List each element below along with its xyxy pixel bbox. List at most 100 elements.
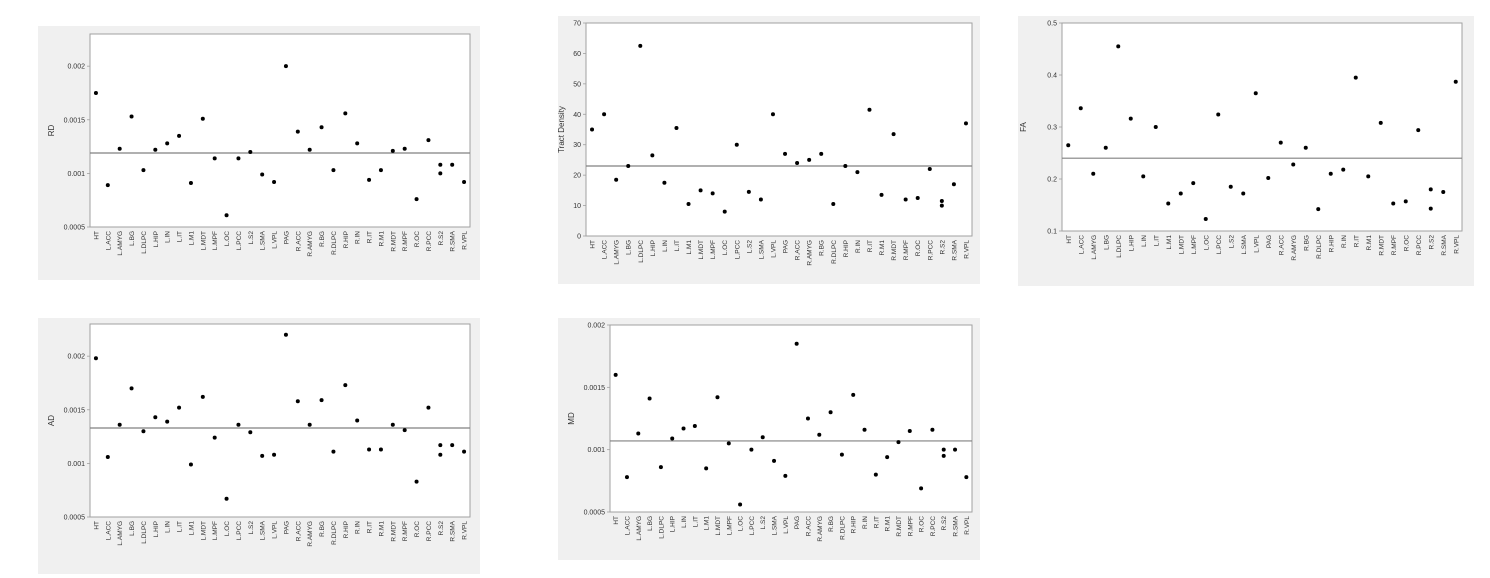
fa-x-tick-label: L.IT [1153, 235, 1160, 246]
tract-density-x-tick-label: R.MPF [903, 240, 910, 260]
ad-data-point [260, 453, 265, 458]
tract-density-data-point [891, 132, 896, 137]
tract-density-data-point [795, 160, 800, 165]
rd-data-point [272, 179, 277, 184]
ad-data-point [272, 452, 277, 457]
tract-density-data-point [686, 202, 691, 207]
tract-density-x-tick-label: L.PCC [734, 240, 741, 259]
md-x-tick-label: R.M1 [885, 516, 892, 532]
tract-density-data-point [674, 125, 679, 130]
ad-x-tick-label: L.DLPC [141, 521, 148, 544]
md-data-point [907, 428, 912, 433]
tract-density-x-tick-label: R.IT [867, 240, 874, 252]
md-data-point [670, 436, 675, 441]
tract-density-x-tick-label: R.MDT [891, 240, 898, 261]
ad-data-point [177, 405, 182, 410]
fa-data-point [1191, 181, 1196, 186]
tract-density-data-point [819, 151, 824, 156]
tract-density-data-point [879, 192, 884, 197]
ad-data-point [117, 422, 122, 427]
tract-density-data-point [758, 197, 763, 202]
ad-data-point [105, 454, 110, 459]
rd-data-point [129, 114, 134, 119]
md-x-tick-label: R.IN [862, 516, 869, 529]
rd-x-tick-label: L.MDT [200, 231, 207, 251]
ad-data-point [165, 419, 170, 424]
tract-density-data-point [927, 167, 932, 172]
rd-x-tick-label: R.DLPC [331, 231, 338, 255]
md-x-tick-label: R.HIP [851, 516, 858, 533]
tract-density-x-tick-label: R.OC [915, 240, 922, 257]
fa-x-tick-label: L.VPL [1253, 235, 1260, 253]
ad-x-tick-label: R.BG [319, 521, 326, 537]
ad-x-tick-label: PAG [283, 521, 290, 534]
rd-x-tick-label: L.S2 [248, 231, 255, 245]
ad-data-point [343, 383, 348, 388]
md-data-point [704, 466, 709, 471]
tract-density-x-tick-label: L.BG [626, 240, 633, 255]
ad-plot-area [89, 323, 471, 518]
ad-x-tick-label: R.OC [414, 521, 421, 538]
tract-density-x-tick-label: R.SMA [951, 239, 958, 260]
tract-density-x-tick-label: L.ACC [602, 240, 609, 259]
tract-density-plot-area [585, 22, 973, 237]
fa-data-point [1153, 125, 1158, 129]
tract-density-x-tick-label: R.VPL [963, 240, 970, 259]
ad-x-tick-label: L.S2 [248, 521, 255, 535]
ad-data-point [331, 449, 336, 454]
md-x-tick-label: PAG [794, 516, 801, 529]
tract-density-data-point [783, 151, 788, 156]
md-x-tick-label: L.MPF [726, 516, 733, 535]
tract-density-x-tick-label: R.M1 [879, 240, 886, 256]
ad-x-tick-label: R.MDT [390, 521, 397, 542]
rd-y-tick-label: 0.0015 [64, 117, 86, 124]
fa-x-tick-label: L.SMA [1241, 234, 1248, 254]
fa-x-tick-label: R.HIP [1328, 235, 1335, 252]
md-x-tick-label: R.DLPC [839, 516, 846, 540]
md-data-point [896, 440, 901, 445]
rd-data-point [153, 147, 158, 152]
tract-density-data-point [867, 107, 872, 112]
tract-density-chart-panel: 0 10 20 30 40 50 60 70 Tract Density HT L.ACC L.AMY… [557, 16, 980, 284]
fa-x-tick-label: L.OC [1203, 235, 1210, 250]
md-x-tick-label: R.IT [873, 516, 880, 528]
tract-density-x-tick-label: R.ACC [795, 240, 802, 261]
md-x-tick-label: R.PCC [930, 516, 937, 537]
md-x-tick-label: R.OC [919, 516, 926, 533]
rd-x-tick-label: R.ACC [295, 231, 302, 252]
rd-x-tick-label: L.OC [224, 231, 231, 246]
fa-x-tick-label: R.S2 [1428, 235, 1435, 250]
fa-y-tick-label: 0.4 [1047, 73, 1057, 80]
md-data-point [749, 447, 754, 452]
ad-x-tick-label: R.M1 [378, 521, 385, 537]
rd-data-point [355, 141, 360, 146]
fa-x-tick-label: R.MDT [1378, 235, 1385, 256]
md-x-tick-label: R.SMA [953, 515, 960, 536]
tract-density-y-tick-label: 50 [573, 81, 581, 88]
fa-y-tick-label: 0.5 [1047, 21, 1057, 28]
rd-x-tick-label: L.SMA [260, 230, 267, 250]
fa-data-point [1166, 201, 1171, 206]
ad-x-tick-label: R.HIP [343, 521, 350, 538]
fa-data-point [1116, 44, 1121, 49]
ad-x-tick-label: L.BG [129, 521, 136, 536]
ad-chart-panel: 0.0005 0.001 0.0015 0.002 AD HT L.ACC L.AMYG L.B… [38, 318, 480, 574]
fa-x-tick-label: L.HIP [1128, 235, 1135, 251]
ad-x-tick-label: R.SMA [450, 520, 457, 541]
md-data-point [715, 395, 720, 400]
fa-data-point [1391, 201, 1396, 206]
fa-x-tick-label: L.ACC [1078, 235, 1085, 254]
ad-x-tick-label: R.IN [355, 521, 362, 534]
tract-density-x-tick-label: L.HIP [650, 240, 657, 256]
rd-data-point [188, 181, 193, 186]
fa-x-tick-label: R.SMA [1441, 234, 1448, 255]
md-x-tick-label: R.AMYG [817, 516, 824, 542]
rd-data-point [105, 183, 110, 188]
md-data-point [941, 447, 946, 452]
fa-x-tick-label: L.S2 [1228, 235, 1235, 249]
fa-data-point [1141, 174, 1146, 179]
ad-y-tick-label: 0.0005 [64, 515, 86, 522]
md-data-point [658, 465, 663, 470]
rd-x-tick-label: R.PCC [426, 231, 433, 252]
ad-y-tick-label: 0.002 [67, 354, 85, 361]
